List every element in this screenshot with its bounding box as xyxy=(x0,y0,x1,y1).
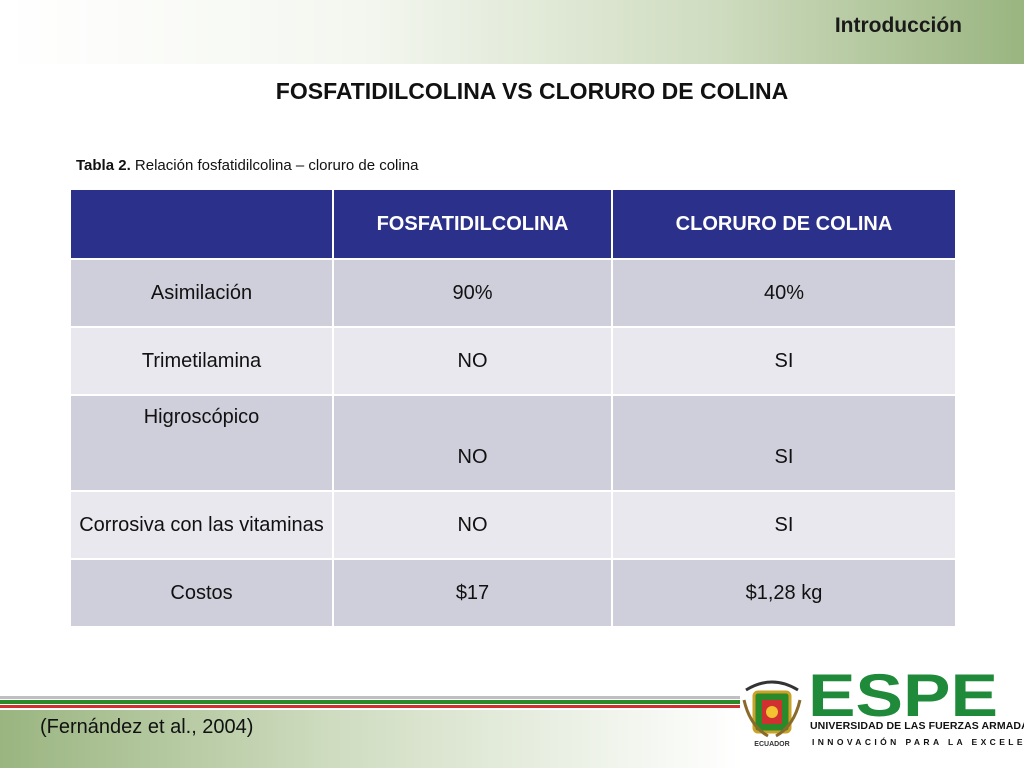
row-label: Costos xyxy=(69,558,334,628)
table-row: Costos $17 $1,28 kg xyxy=(69,558,957,628)
footer-stripes xyxy=(0,696,740,710)
espe-seal-icon: ECUADOR xyxy=(742,680,802,748)
tagline: INNOVACIÓN PARA LA EXCELENCIA xyxy=(812,737,1024,747)
footer-stripe-green xyxy=(0,700,740,704)
table-cell: SI xyxy=(611,490,957,560)
table-cell: $17 xyxy=(332,558,613,628)
table-cell: $1,28 kg xyxy=(611,558,957,628)
footer-band xyxy=(0,710,740,768)
espe-logo-text: ESPE xyxy=(808,668,998,720)
footer-stripe-red xyxy=(0,705,740,708)
espe-logo: ESPE xyxy=(808,668,998,720)
row-label: Higroscópico xyxy=(69,394,334,492)
table-cell: SI xyxy=(611,394,957,492)
table-cell: NO xyxy=(332,326,613,396)
seal-text: ECUADOR xyxy=(754,741,789,748)
section-label: Introducción xyxy=(834,14,962,37)
header-cell-empty xyxy=(69,188,334,260)
table-row: Trimetilamina NO SI xyxy=(69,326,957,396)
table-row: Higroscópico NO SI xyxy=(69,394,957,492)
table-cell: NO xyxy=(332,490,613,560)
university-name: UNIVERSIDAD DE LAS FUERZAS ARMADAS xyxy=(810,720,1024,732)
footer-stripe-gray xyxy=(0,696,740,699)
citation: (Fernández et al., 2004) xyxy=(40,716,254,738)
table-cell: NO xyxy=(332,394,613,492)
header-cell-fosfatidilcolina: FOSFATIDILCOLINA xyxy=(332,188,613,260)
table-row: Corrosiva con las vitaminas NO SI xyxy=(69,490,957,560)
table-cell: 40% xyxy=(611,258,957,328)
table-cell: SI xyxy=(611,326,957,396)
table-caption: Tabla 2. Relación fosfatidilcolina – clo… xyxy=(76,157,418,174)
comparison-table: FOSFATIDILCOLINA CLORURO DE COLINA Asimi… xyxy=(69,188,957,628)
table-caption-label: Tabla 2. xyxy=(76,157,131,174)
slide-title: FOSFATIDILCOLINA VS CLORURO DE COLINA xyxy=(275,78,789,104)
table-row: Asimilación 90% 40% xyxy=(69,258,957,328)
table-cell: 90% xyxy=(332,258,613,328)
table-caption-text: Relación fosfatidilcolina – cloruro de c… xyxy=(130,157,419,174)
header-band xyxy=(0,0,1024,64)
row-label: Asimilación xyxy=(69,258,334,328)
table-header-row: FOSFATIDILCOLINA CLORURO DE COLINA xyxy=(69,188,957,260)
row-label: Trimetilamina xyxy=(69,326,334,396)
header-cell-cloruro: CLORURO DE COLINA xyxy=(611,188,957,260)
row-label: Corrosiva con las vitaminas xyxy=(69,490,334,560)
